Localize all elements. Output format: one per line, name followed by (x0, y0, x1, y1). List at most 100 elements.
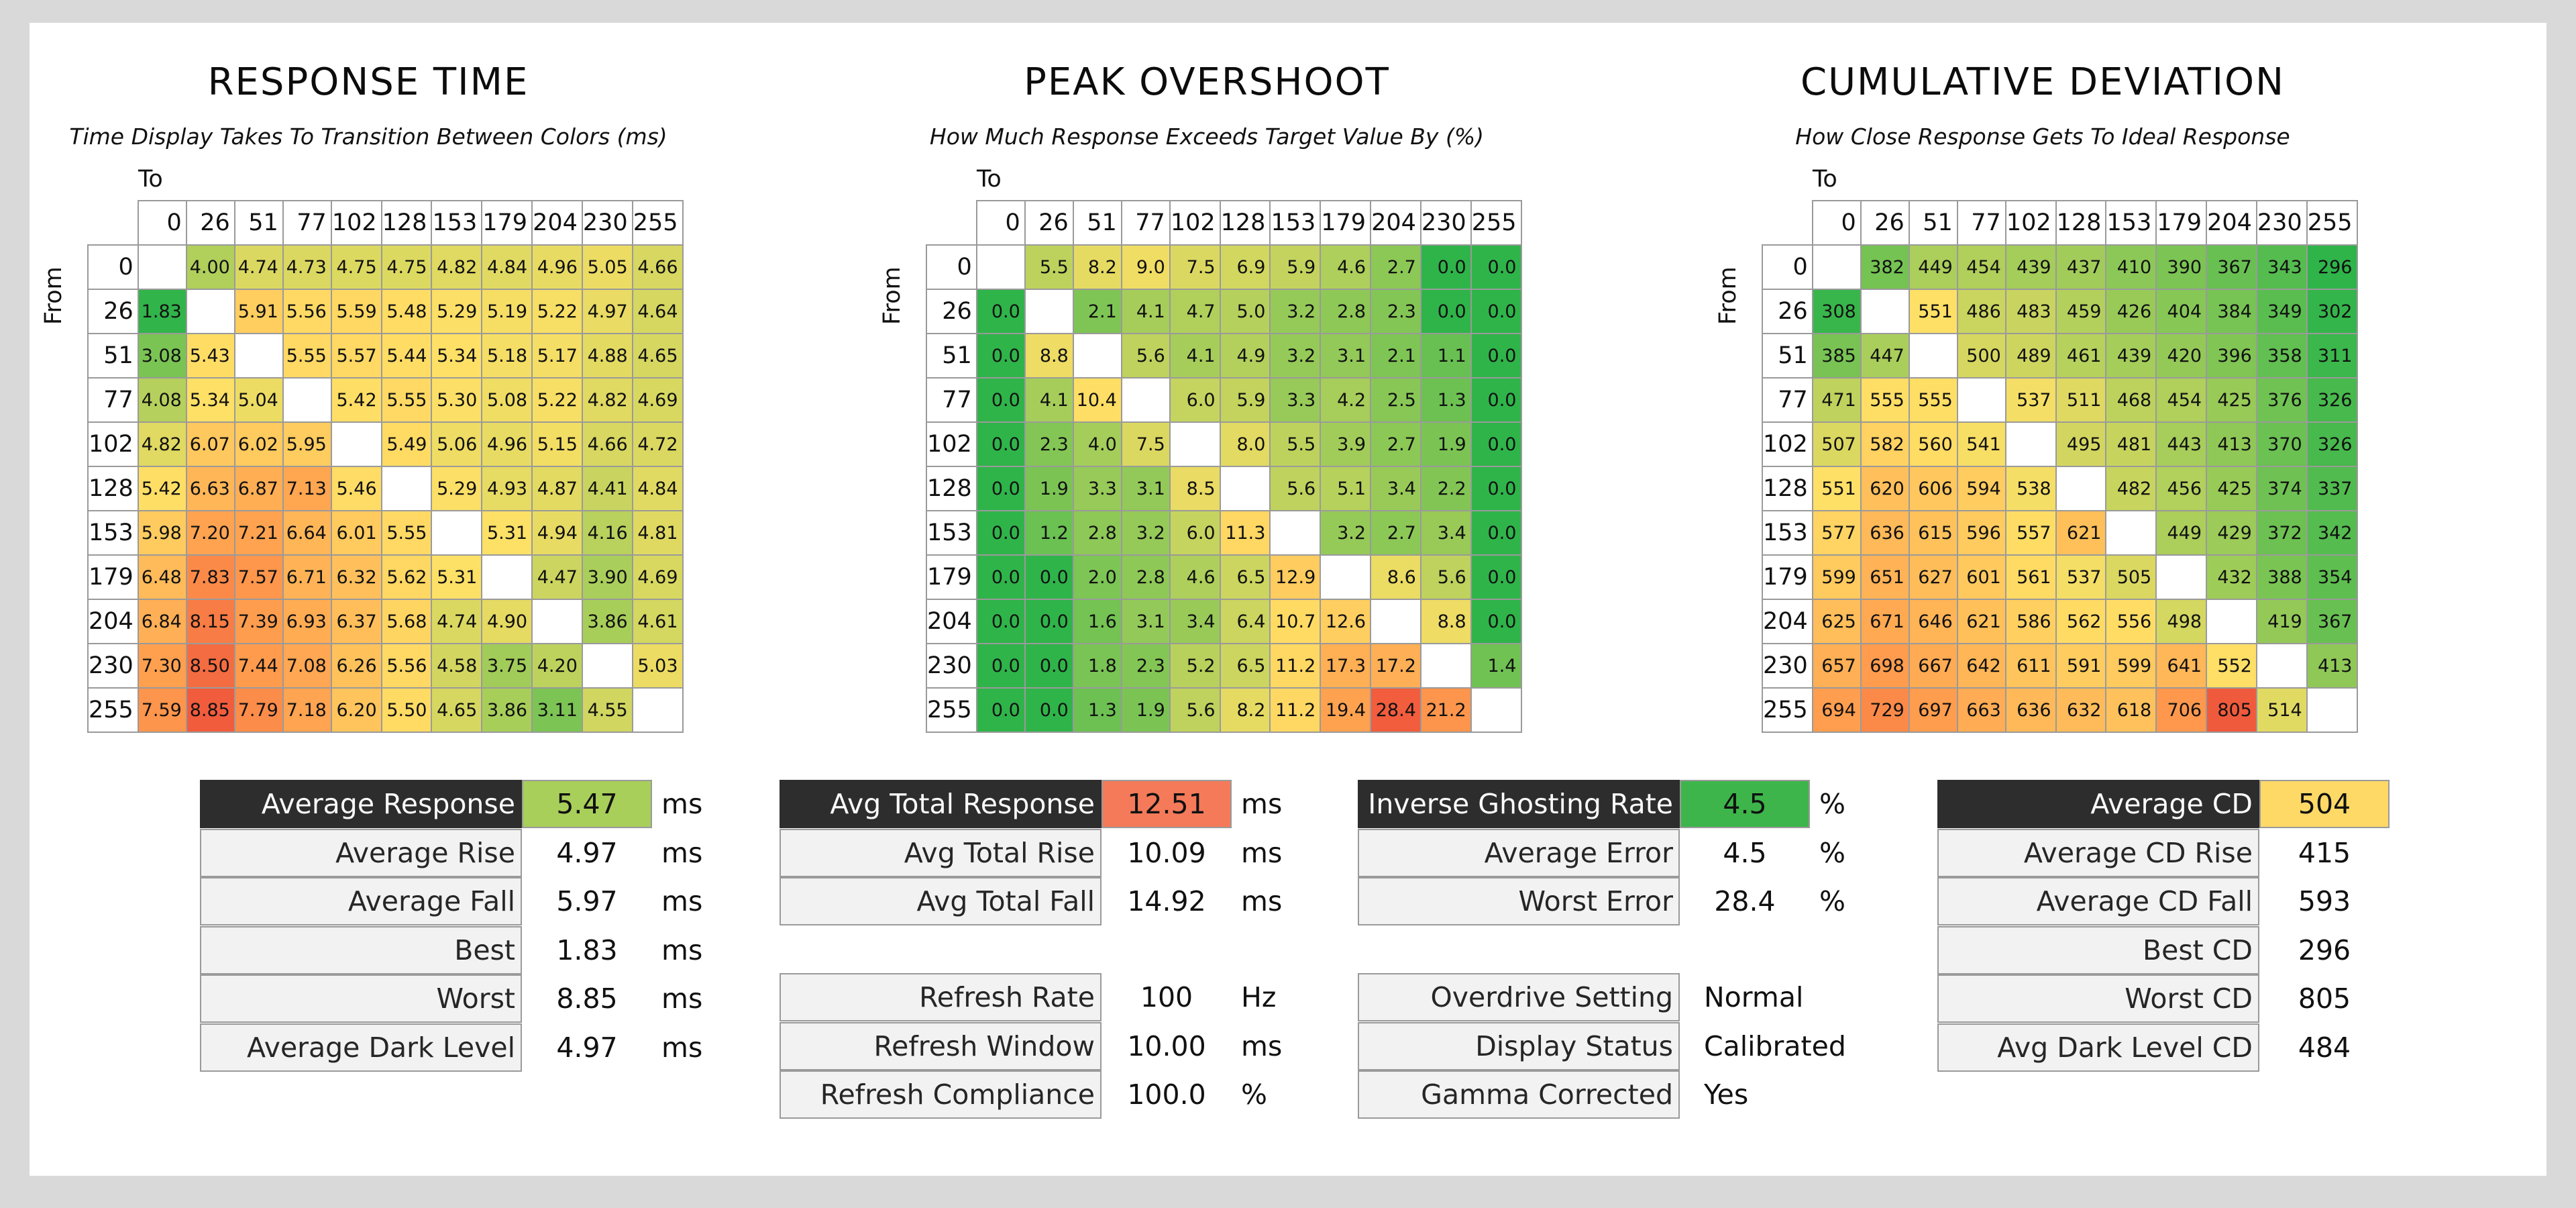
from-level-header: 255 (87, 687, 139, 733)
stat-value: 4.5 (1680, 780, 1810, 828)
response-time-cell: 5.56 (282, 289, 332, 334)
response-time-cell: 5.04 (233, 377, 284, 423)
cumulative-deviation-cell: 552 (2206, 643, 2257, 689)
cumulative-deviation-cell: 471 (1811, 377, 1862, 423)
stat-row: Average CD 504 (1937, 780, 2443, 828)
response-time-cell: 5.55 (282, 333, 332, 379)
response-time-cell: 5.49 (380, 421, 433, 467)
stat-label: Average Rise (200, 828, 522, 877)
peak-overshoot-cell: 3.2 (1269, 333, 1322, 379)
cumulative-deviation-cell: 449 (2155, 510, 2208, 556)
cumulative-deviation-cell: 551 (1811, 466, 1862, 511)
to-level-header: 0 (137, 200, 187, 246)
stat-row: Best CD 296 (1937, 925, 2443, 974)
peak-overshoot-cell: 0.0 (1419, 244, 1472, 290)
cumulative-deviation-cell: 627 (1908, 554, 1958, 600)
cumulative-deviation-cell: 805 (2206, 687, 2257, 733)
to-level-header: 255 (631, 200, 684, 246)
cumulative-deviation-cell: 385 (1811, 333, 1862, 379)
from-level-header: 102 (926, 421, 977, 467)
response-time-cell: 3.75 (481, 643, 533, 689)
response-time-cell: 5.55 (380, 510, 433, 556)
heatmap-diagonal-cell (137, 244, 187, 290)
peak-overshoot-cell: 2.2 (1419, 466, 1472, 511)
cumulative-deviation-cell: 621 (2055, 510, 2107, 556)
cumulative-deviation-cell: 555 (1908, 377, 1958, 423)
peak-overshoot-cell: 0.0 (1419, 289, 1472, 334)
peak-overshoot-subtitle: How Much Response Exceeds Target Value B… (929, 123, 1485, 150)
stat-label: Refresh Compliance (780, 1070, 1102, 1119)
cumulative-deviation-cell: 557 (2004, 510, 2057, 556)
cumulative-deviation-cell: 447 (1860, 333, 1910, 379)
response-time-cell: 5.29 (431, 466, 483, 511)
peak-overshoot-cell: 3.4 (1370, 466, 1421, 511)
stat-label: Gamma Corrected (1358, 1070, 1680, 1119)
peak-overshoot-cell: 1.3 (1072, 687, 1122, 733)
cumulative-deviation-cell: 367 (2206, 244, 2257, 290)
cumulative-deviation-cell: 729 (1860, 687, 1910, 733)
peak-overshoot-cell: 0.0 (1470, 466, 1522, 511)
peak-overshoot-cell: 0.0 (1024, 687, 1074, 733)
from-level-header: 179 (87, 554, 139, 600)
stat-value: 100.0 (1127, 1078, 1206, 1111)
from-level-header: 0 (926, 244, 977, 290)
cumulative-deviation-cell: 577 (1811, 510, 1862, 556)
to-level-header: 255 (2306, 200, 2358, 246)
cumulative-deviation-cell: 349 (2255, 289, 2308, 334)
to-level-header: 153 (431, 200, 483, 246)
peak-overshoot-cell: 2.0 (1072, 554, 1122, 600)
peak-overshoot-cell: 3.1 (1320, 333, 1372, 379)
peak-overshoot-cell: 4.9 (1219, 333, 1271, 379)
peak-overshoot-cell: 0.0 (1470, 244, 1522, 290)
peak-overshoot-cell: 2.8 (1320, 289, 1372, 334)
cumulative-deviation-cell: 443 (2155, 421, 2208, 467)
stat-label: Display Status (1358, 1021, 1680, 1070)
peak-overshoot-cell: 3.3 (1072, 466, 1122, 511)
response-time-cell: 5.05 (581, 244, 633, 290)
peak-overshoot-cell: 5.6 (1169, 687, 1221, 733)
stat-value: 4.5 (1723, 836, 1767, 869)
from-level-header: 77 (926, 377, 977, 423)
heatmap-row: 204 0.0 0.0 1.6 3.1 3.4 6.4 10.7 12.6 8.8 0.0 (926, 599, 1522, 644)
heatmap-diagonal-cell (1908, 333, 1958, 379)
peak-overshoot-cell: 8.6 (1370, 554, 1421, 600)
response-time-cell: 4.41 (581, 466, 633, 511)
cumulative-deviation-cell: 697 (1908, 687, 1958, 733)
response-time-cell: 4.84 (481, 244, 533, 290)
heatmap-row: 102 0.0 2.3 4.0 7.5 8.0 5.5 3.9 2.7 1.9 0.0 (926, 421, 1522, 467)
response-time-cell: 4.87 (531, 466, 583, 511)
peak-overshoot-cell: 2.3 (1120, 643, 1171, 689)
cumulative-deviation-cell: 586 (2004, 599, 2057, 644)
from-level-header: 102 (1762, 421, 1813, 467)
stat-label: Refresh Window (780, 1021, 1102, 1070)
peak-overshoot-cell: 3.9 (1320, 421, 1372, 467)
peak-overshoot-cell: 2.7 (1370, 244, 1421, 290)
cumulative-deviation-cell: 663 (1956, 687, 2006, 733)
stat-label: Worst CD (1937, 974, 2259, 1023)
stat-unit: ms (661, 788, 703, 820)
heatmap-row: 77 0.0 4.1 10.4 6.0 5.9 3.3 4.2 2.5 1.3 0.0 (926, 377, 1522, 423)
from-level-header: 255 (926, 687, 977, 733)
response-time-cell: 5.18 (481, 333, 533, 379)
peak-overshoot-cell: 5.9 (1269, 244, 1322, 290)
cumulative-deviation-cell: 486 (1956, 289, 2006, 334)
cumulative-deviation-cell: 618 (2105, 687, 2157, 733)
heatmap-diagonal-cell (1120, 377, 1171, 423)
heatmap-diagonal-cell (1470, 687, 1522, 733)
stat-value: 10.00 (1127, 1029, 1206, 1062)
response-time-cell: 4.66 (631, 244, 684, 290)
peak-overshoot-cell: 1.2 (1024, 510, 1074, 556)
cumulative-deviation-cell: 388 (2255, 554, 2308, 600)
response-time-cell: 4.69 (631, 554, 684, 600)
stat-label: Avg Total Response (780, 780, 1102, 828)
stat-label: Average Error (1358, 828, 1680, 877)
cumulative-deviation-cell: 625 (1811, 599, 1862, 644)
peak-overshoot-cell: 0.0 (1470, 421, 1522, 467)
heatmap-diagonal-cell (2004, 421, 2057, 467)
heatmap-row: 153 0.0 1.2 2.8 3.2 6.0 11.3 3.2 2.7 3.4 0.0 (926, 510, 1522, 556)
to-level-header: 204 (531, 200, 583, 246)
stat-value: 5.47 (522, 780, 652, 828)
from-level-header: 230 (926, 643, 977, 689)
stat-row: Avg Dark Level CD 484 (1937, 1023, 2443, 1072)
peak-overshoot-cell: 6.0 (1169, 510, 1221, 556)
